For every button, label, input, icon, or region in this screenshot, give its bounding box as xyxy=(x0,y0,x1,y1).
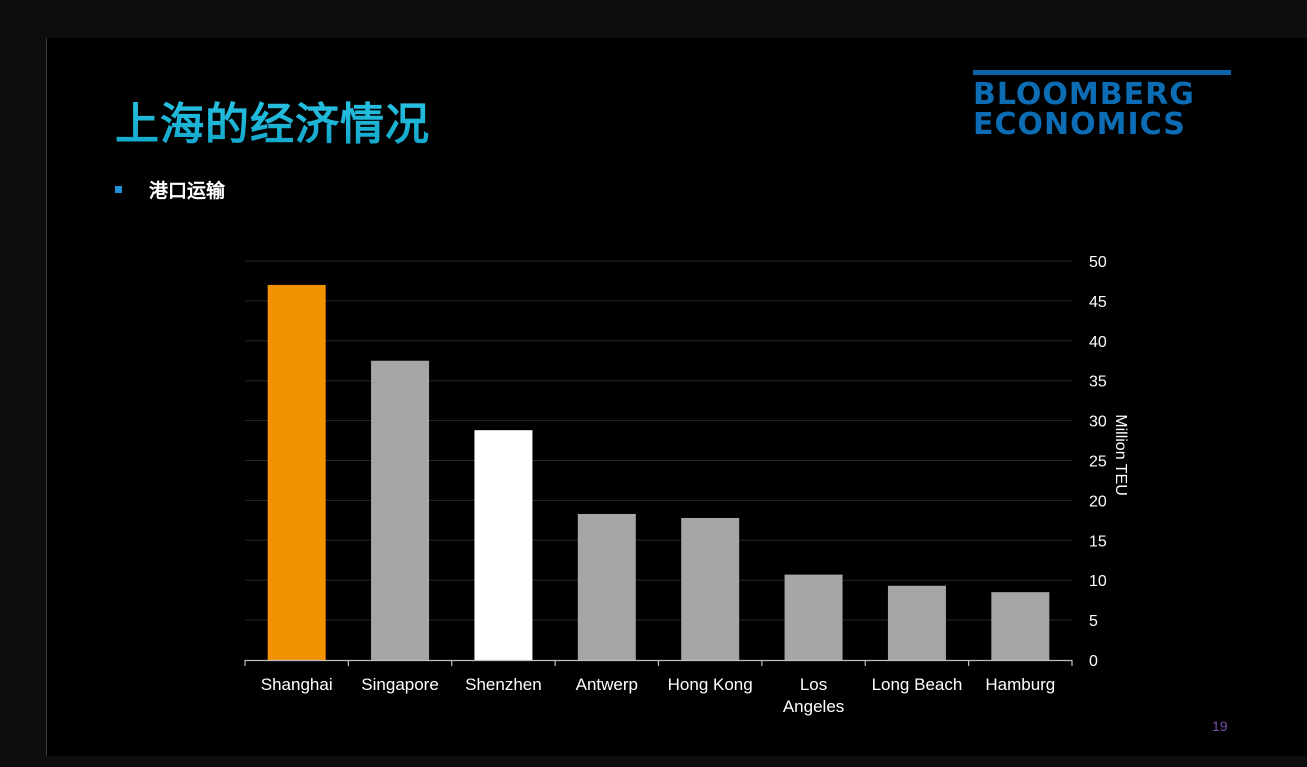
logo-line-1: BLOOMBERG xyxy=(973,77,1195,112)
slide-title: 上海的经济情况 xyxy=(115,88,430,152)
y-tick-label-0: 0 xyxy=(1089,653,1098,670)
x-category-label-line: Hong Kong xyxy=(668,675,753,694)
y-tick-label-25: 25 xyxy=(1089,454,1107,471)
x-category-label-0: Shanghai xyxy=(261,675,333,694)
y-tick-label-45: 45 xyxy=(1089,294,1107,311)
y-tick-label-15: 15 xyxy=(1089,533,1107,550)
bar-7 xyxy=(991,592,1050,660)
x-category-label-line: Hamburg xyxy=(985,675,1055,694)
bar-1 xyxy=(371,360,430,660)
bar-2 xyxy=(474,430,533,660)
y-tick-label-20: 20 xyxy=(1089,493,1107,510)
x-category-label-1: Singapore xyxy=(361,675,439,694)
x-category-label-line: Long Beach xyxy=(872,675,963,694)
y-axis-label: Million TEU xyxy=(1112,414,1129,496)
x-category-label-line: Shenzhen xyxy=(465,675,542,694)
logo-bar xyxy=(973,70,1231,75)
x-category-label-7: Hamburg xyxy=(985,675,1055,694)
x-category-label-line: Los xyxy=(800,675,827,694)
x-category-label-2: Shenzhen xyxy=(465,675,542,694)
logo-line-2: ECONOMICS xyxy=(973,107,1186,142)
bloomberg-economics-logo: BLOOMBERG ECONOMICS xyxy=(973,70,1231,140)
x-category-label-3: Antwerp xyxy=(576,675,638,694)
x-category-label-line: Antwerp xyxy=(576,675,638,694)
x-category-label-4: Hong Kong xyxy=(668,675,753,694)
bar-6 xyxy=(887,585,946,660)
x-category-label-line: Singapore xyxy=(361,675,439,694)
bar-0 xyxy=(267,284,326,660)
x-category-label-line: Angeles xyxy=(783,697,844,716)
page-number: 19 xyxy=(1212,718,1228,734)
bar-3 xyxy=(577,513,636,660)
x-category-label-5: Los Angeles xyxy=(783,675,844,716)
x-category-label-line: Shanghai xyxy=(261,675,333,694)
y-tick-label-10: 10 xyxy=(1089,573,1107,590)
y-tick-label-30: 30 xyxy=(1089,414,1107,431)
y-tick-label-40: 40 xyxy=(1089,334,1107,351)
y-tick-label-5: 5 xyxy=(1089,613,1098,630)
bullet-item: 港口运输 xyxy=(115,176,225,203)
bullet-text: 港口运输 xyxy=(149,180,226,202)
bullet-square-icon xyxy=(115,186,122,193)
bar-5 xyxy=(784,574,843,660)
y-tick-label-50: 50 xyxy=(1089,254,1107,271)
slide: 上海的经济情况 BLOOMBERG ECONOMICS 港口运输 19 xyxy=(46,38,1307,756)
bar-4 xyxy=(681,517,740,660)
y-tick-label-35: 35 xyxy=(1089,374,1107,391)
x-category-label-6: Long Beach xyxy=(872,675,963,694)
